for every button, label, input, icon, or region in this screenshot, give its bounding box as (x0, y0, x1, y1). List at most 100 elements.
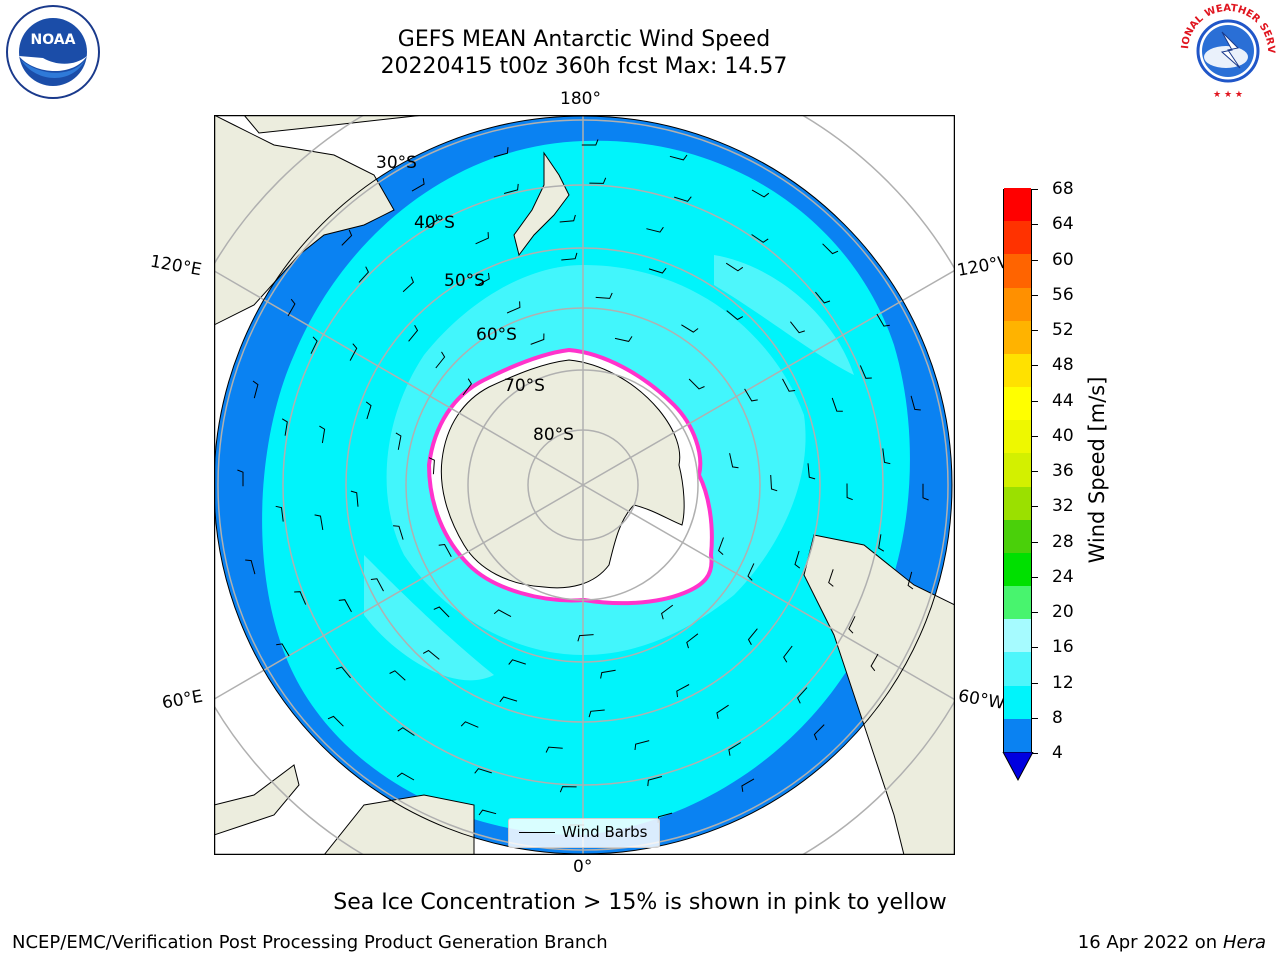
wind-barb (807, 463, 816, 480)
colorbar-tick-mark (1032, 647, 1038, 649)
colorbar-segment (1004, 353, 1031, 388)
wind-barb (577, 634, 594, 642)
wind-barb (475, 232, 489, 245)
wind-barb (725, 262, 744, 272)
wind-barb (493, 147, 509, 158)
wind-barb (589, 177, 607, 184)
wind-barb (338, 599, 352, 613)
wind-barb (365, 401, 372, 420)
wind-barb (393, 525, 404, 540)
colorbar-segment (1004, 420, 1031, 454)
wind-barb (686, 633, 699, 649)
wind-barb (460, 721, 479, 728)
wind-barb (561, 252, 578, 261)
colorbar-segment (1004, 254, 1031, 288)
wind-barb (876, 313, 890, 327)
colorbar-tick-label: 60 (1052, 249, 1074, 270)
colorbar-tick-mark (1032, 506, 1038, 508)
wind-barb (751, 189, 770, 198)
wind-barb (396, 772, 415, 781)
lat-label-60s: 60°S (476, 325, 517, 345)
wind-barb (438, 543, 452, 558)
wind-barb (676, 684, 690, 698)
graticule (214, 115, 955, 855)
noaa-logo-text: NOAA (31, 32, 76, 48)
wind-barb (319, 425, 326, 444)
wind-barb (716, 704, 729, 719)
wind-barb (395, 432, 402, 450)
lon-label-60e: 60°E (160, 686, 205, 714)
footer-host: Hera (1222, 932, 1266, 953)
wind-barb (782, 378, 796, 392)
wind-barb (661, 604, 674, 620)
colorbar-tick-label: 52 (1052, 320, 1074, 340)
wind-barb (747, 628, 758, 646)
wind-barb (922, 483, 929, 501)
svg-text:★ ★ ★: ★ ★ ★ (1213, 90, 1243, 100)
legend-label: Wind Barbs (562, 823, 648, 841)
wind-barb (559, 214, 576, 223)
wind-barb (350, 490, 359, 507)
colorbar-tick-label: 40 (1052, 425, 1074, 446)
colorbar-label: Wind Speed [m/s] (1085, 376, 1109, 564)
colorbar-tick-label: 16 (1052, 637, 1074, 658)
colorbar-tick-mark (1032, 753, 1038, 754)
colorbar-segment (1004, 188, 1031, 222)
chart-title: GEFS MEAN Antarctic Wind Speed (397, 27, 771, 52)
map-legend: Wind Barbs (508, 818, 660, 848)
wind-barb (433, 606, 450, 618)
lon-label-180: 180° (560, 89, 601, 109)
wind-barb (424, 214, 438, 228)
wind-barb (790, 321, 805, 334)
wind-barb (428, 457, 435, 475)
wind-barb (474, 768, 492, 774)
colorbar-segment (1004, 287, 1031, 321)
sea-ice-note: Sea Ice Concentration > 15% is shown in … (333, 890, 947, 915)
colorbar-tick-label: 12 (1052, 672, 1074, 693)
wind-barb (478, 809, 497, 816)
colorbar-tick-label: 48 (1052, 355, 1074, 376)
colorbar-segment (1004, 519, 1031, 553)
wind-barb (411, 178, 425, 192)
colorbar-tick-mark (1032, 224, 1038, 226)
wind-barb (335, 666, 351, 679)
colorbar-tick-label: 4 (1052, 743, 1063, 763)
wind-barb (813, 724, 825, 741)
colorbar-under-arrow (1002, 752, 1034, 782)
wind-barb (294, 591, 307, 605)
wind-barb (581, 139, 599, 146)
wind-barb (408, 324, 419, 342)
wind-barbs (237, 139, 929, 831)
wind-barb (545, 746, 563, 753)
wind-barb (744, 388, 758, 402)
wind-barb (688, 378, 705, 390)
wind-barb (770, 474, 778, 492)
footer-branch: NCEP/EMC/Verification Post Processing Pr… (12, 932, 608, 953)
colorbar-tick-mark (1032, 365, 1038, 367)
colorbar-segment (1004, 619, 1031, 653)
lat-label-40s: 40°S (414, 213, 455, 233)
land-madagascar-corner (214, 764, 300, 836)
colorbar-tick-mark (1032, 576, 1038, 578)
colorbar-tick-label: 44 (1052, 390, 1074, 411)
footer-date: 16 Apr 2022 on Hera (1078, 932, 1266, 953)
wind-barb (728, 742, 742, 756)
colorbar-tick-label: 28 (1052, 531, 1074, 552)
wind-barb (783, 645, 793, 663)
lon-label-0: 0° (573, 857, 593, 877)
lon-label-120e: 120°E (148, 251, 204, 281)
wind-barb (729, 453, 739, 469)
colorbar-segment (1004, 320, 1031, 354)
wind-barb (595, 292, 613, 299)
wind-barb (796, 687, 808, 704)
wind-barb (422, 649, 440, 660)
colorbar-segment (1004, 486, 1031, 520)
colorbar-tick-mark (1032, 717, 1038, 719)
wind-barb (648, 267, 667, 274)
colorbar-segment (1004, 586, 1031, 620)
polar-map (214, 115, 955, 855)
wind-barb-legend-line (519, 832, 555, 833)
wind-barb (831, 397, 843, 412)
wind-barb (588, 709, 605, 718)
wind-barb (718, 537, 724, 555)
